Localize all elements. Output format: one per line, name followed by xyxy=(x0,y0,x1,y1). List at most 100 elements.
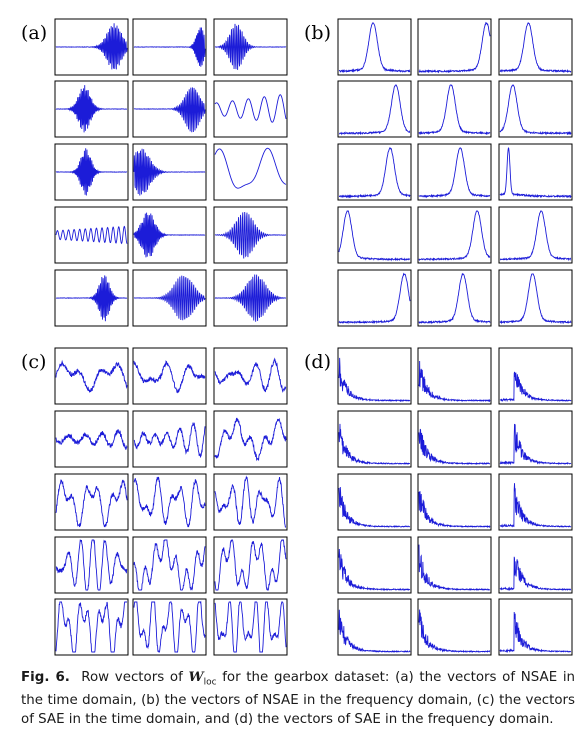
series-line-b-3-2 xyxy=(418,147,491,199)
subplot-frame-c-3-1 xyxy=(54,473,129,531)
subplot-frame-c-5-1 xyxy=(54,598,129,656)
subplot-frame-a-3-1 xyxy=(54,143,129,201)
series-line-a-5-3 xyxy=(214,274,287,322)
series-line-c-2-2 xyxy=(133,422,206,458)
subplot-frame-a-3-3 xyxy=(213,143,288,201)
series-line-d-3-3 xyxy=(499,483,572,528)
series-line-b-2-1 xyxy=(338,84,411,136)
subplot-frame-d-5-3 xyxy=(498,598,573,656)
panel-label-b: (b) xyxy=(304,22,331,44)
panel-label-a: (a) xyxy=(21,22,48,44)
series-line-b-5-2 xyxy=(418,272,491,325)
subplot-frame-c-3-2 xyxy=(132,473,207,531)
subplot-frame-b-1-2 xyxy=(417,18,492,76)
series-line-d-2-3 xyxy=(499,423,572,466)
series-line-a-2-1 xyxy=(55,85,128,133)
series-line-a-5-1 xyxy=(55,275,128,322)
subplot-frame-d-2-1 xyxy=(337,410,412,468)
subplot-frame-b-3-3 xyxy=(498,143,573,201)
subplot-frame-c-1-2 xyxy=(132,347,207,405)
subplot-frame-c-1-1 xyxy=(54,347,129,405)
subplot-frame-d-1-1 xyxy=(337,347,412,405)
subplot-frame-a-5-1 xyxy=(54,269,129,327)
series-line-b-5-3 xyxy=(499,273,572,325)
figure-caption: Fig. 6. Row vectors of Wloc for the gear… xyxy=(21,668,575,729)
series-line-b-1-3 xyxy=(499,22,572,74)
subplot-frame-b-5-3 xyxy=(498,269,573,327)
subplot-frame-b-1-3 xyxy=(498,18,573,76)
series-line-c-4-3 xyxy=(214,539,287,591)
series-line-b-2-2 xyxy=(418,84,491,136)
caption-text: for the gearbox dataset: (a) the vectors… xyxy=(21,670,576,727)
series-line-c-5-3 xyxy=(214,601,287,653)
subplot-frame-d-3-3 xyxy=(498,473,573,531)
subplot-frame-c-4-3 xyxy=(213,536,288,594)
series-line-b-5-1 xyxy=(338,272,411,325)
subplot-frame-a-2-3 xyxy=(213,80,288,138)
series-line-c-3-2 xyxy=(133,476,206,528)
subplot-frame-d-1-3 xyxy=(498,347,573,405)
series-line-b-4-1 xyxy=(338,210,411,262)
series-line-c-4-1 xyxy=(55,539,128,591)
series-line-a-4-1 xyxy=(55,225,128,245)
subplot-frame-d-2-2 xyxy=(417,410,492,468)
series-line-b-1-1 xyxy=(338,22,411,74)
caption-subscript: loc xyxy=(203,677,217,688)
subplot-frame-b-4-1 xyxy=(337,206,412,264)
series-line-c-2-1 xyxy=(55,429,128,450)
subplot-frame-d-3-1 xyxy=(337,473,412,531)
panel-label-d: (d) xyxy=(304,351,331,373)
subplot-frame-a-4-1 xyxy=(54,206,129,264)
series-line-a-4-2 xyxy=(133,212,206,258)
subplot-frame-b-4-3 xyxy=(498,206,573,264)
subplot-frame-b-2-1 xyxy=(337,80,412,138)
subplot-frame-a-1-3 xyxy=(213,18,288,76)
series-line-c-3-1 xyxy=(55,479,128,528)
series-line-b-4-3 xyxy=(499,210,572,262)
series-line-d-4-2 xyxy=(418,544,491,592)
subplot-frame-d-4-3 xyxy=(498,536,573,594)
subplot-frame-b-4-2 xyxy=(417,206,492,264)
figure-row-vectors xyxy=(54,18,573,656)
subplot-frame-d-2-3 xyxy=(498,410,573,468)
series-line-b-4-2 xyxy=(418,210,491,262)
series-line-a-1-2 xyxy=(133,27,206,67)
subplot-frame-d-5-2 xyxy=(417,598,492,656)
series-line-d-4-1 xyxy=(338,549,411,592)
panel-label-c: (c) xyxy=(21,351,47,373)
subplot-frame-d-4-2 xyxy=(417,536,492,594)
series-line-c-5-1 xyxy=(55,601,127,653)
subplot-frame-b-2-3 xyxy=(498,80,573,138)
series-line-d-1-2 xyxy=(418,361,491,403)
series-line-d-3-2 xyxy=(418,491,491,529)
caption-symbol: W xyxy=(188,669,204,685)
series-line-c-3-3 xyxy=(214,475,286,528)
series-line-d-4-3 xyxy=(499,556,572,592)
subplot-frame-a-1-2 xyxy=(132,18,207,76)
subplot-frame-a-5-3 xyxy=(213,269,288,327)
series-line-d-2-1 xyxy=(338,423,411,465)
series-line-b-2-3 xyxy=(499,84,572,136)
subplot-frame-c-2-2 xyxy=(132,410,207,468)
series-line-c-2-3 xyxy=(214,417,287,462)
subplot-frame-a-1-1 xyxy=(54,18,129,76)
subplot-frame-c-2-1 xyxy=(54,410,129,468)
subplot-frame-c-4-2 xyxy=(132,536,207,594)
series-line-c-5-2 xyxy=(133,600,206,653)
caption-label: Fig. 6. xyxy=(21,670,70,685)
series-line-a-1-3 xyxy=(214,23,287,70)
subplot-frame-a-2-1 xyxy=(54,80,129,138)
series-line-b-3-3 xyxy=(499,147,572,199)
series-line-d-5-1 xyxy=(338,609,411,653)
series-line-c-1-3 xyxy=(214,357,287,393)
series-line-c-1-1 xyxy=(55,359,128,393)
subplot-frame-b-5-2 xyxy=(417,269,492,327)
series-line-a-5-2 xyxy=(133,275,206,321)
subplot-frame-c-1-3 xyxy=(213,347,288,405)
subplot-frame-b-1-1 xyxy=(337,18,412,76)
subplot-frame-a-2-2 xyxy=(132,80,207,138)
subplot-frame-c-5-2 xyxy=(132,598,207,656)
subplot-frame-a-4-3 xyxy=(213,206,288,264)
subplot-frame-a-4-2 xyxy=(132,206,207,264)
series-line-d-2-2 xyxy=(418,428,491,466)
